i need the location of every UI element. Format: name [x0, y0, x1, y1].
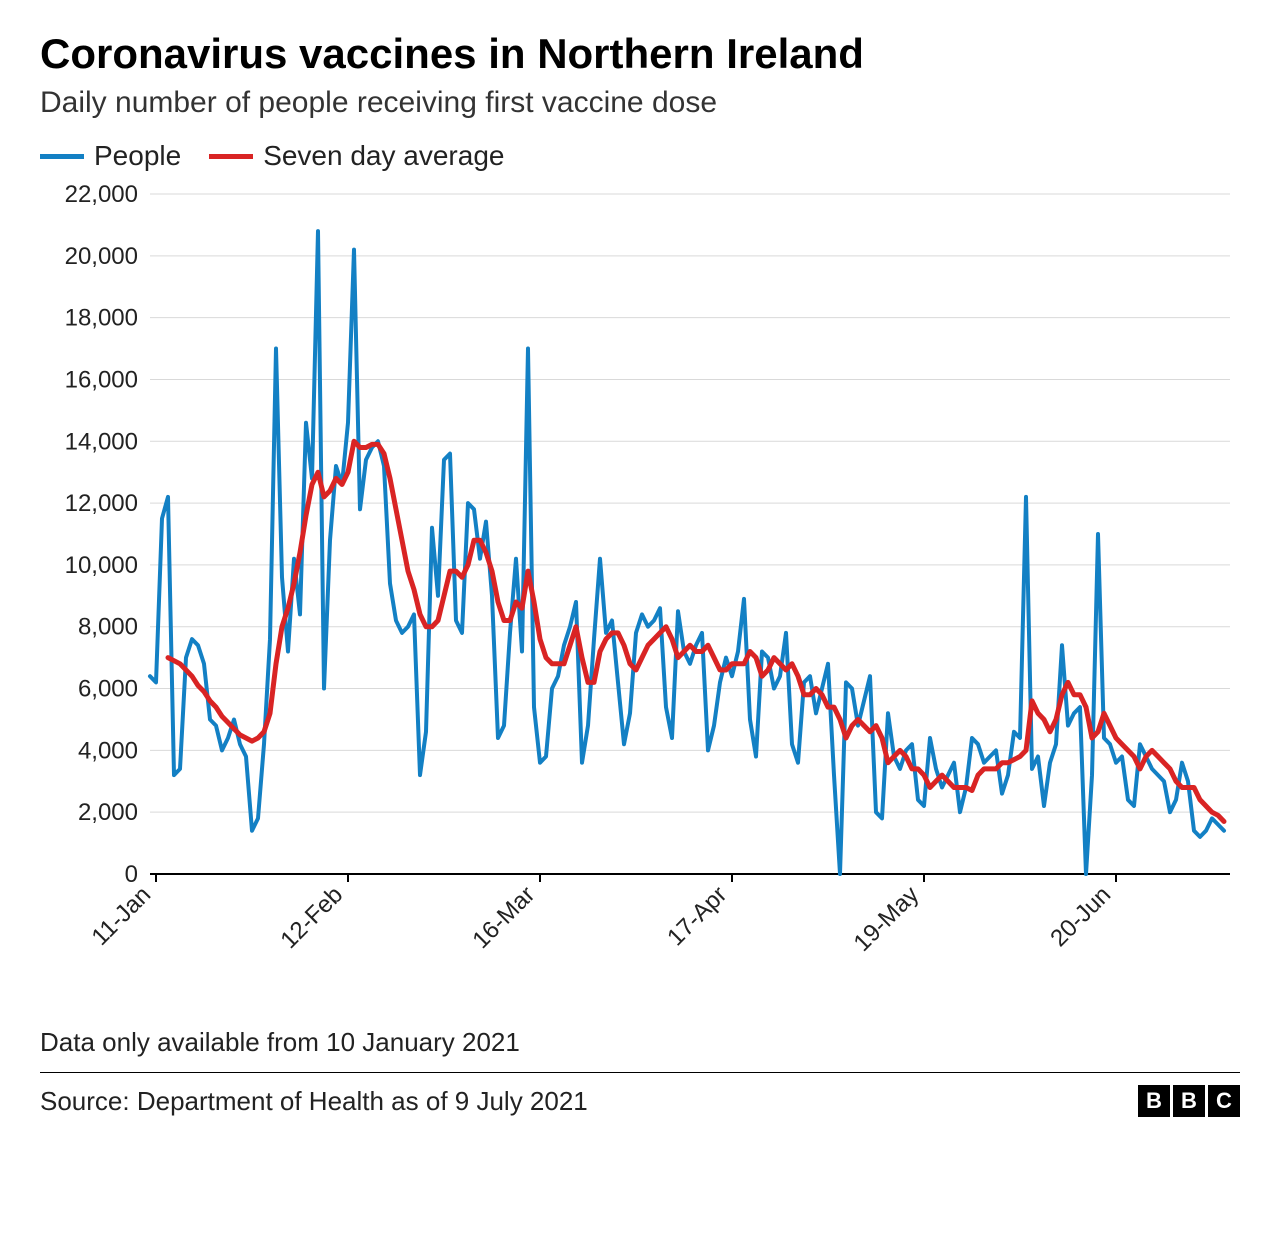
svg-text:12,000: 12,000 — [65, 490, 138, 517]
chart-title: Coronavirus vaccines in Northern Ireland — [40, 30, 1240, 78]
legend-swatch-people — [40, 154, 84, 159]
svg-text:18,000: 18,000 — [65, 305, 138, 332]
legend-label-people: People — [94, 140, 181, 172]
svg-text:10,000: 10,000 — [65, 552, 138, 579]
svg-text:2,000: 2,000 — [78, 799, 138, 826]
source-text: Source: Department of Health as of 9 Jul… — [40, 1086, 588, 1117]
bbc-logo-box: B — [1138, 1085, 1170, 1117]
svg-text:16,000: 16,000 — [65, 366, 138, 393]
line-chart-svg: 02,0004,0006,0008,00010,00012,00014,0001… — [40, 184, 1240, 1004]
svg-text:14,000: 14,000 — [65, 428, 138, 455]
svg-text:8,000: 8,000 — [78, 614, 138, 641]
svg-text:22,000: 22,000 — [65, 184, 138, 208]
svg-text:20,000: 20,000 — [65, 243, 138, 270]
legend: People Seven day average — [40, 140, 1240, 172]
legend-item-people: People — [40, 140, 181, 172]
source-row: Source: Department of Health as of 9 Jul… — [40, 1085, 1240, 1117]
bbc-logo: B B C — [1138, 1085, 1240, 1117]
legend-label-avg: Seven day average — [263, 140, 504, 172]
footnote: Data only available from 10 January 2021 — [40, 1027, 1240, 1073]
chart-subtitle: Daily number of people receiving first v… — [40, 86, 1240, 120]
svg-text:6,000: 6,000 — [78, 676, 138, 703]
legend-item-avg: Seven day average — [209, 140, 504, 172]
legend-swatch-avg — [209, 154, 253, 159]
chart-container: Coronavirus vaccines in Northern Ireland… — [0, 0, 1280, 1137]
chart-plot-area: 02,0004,0006,0008,00010,00012,00014,0001… — [40, 184, 1240, 1009]
svg-text:4,000: 4,000 — [78, 737, 138, 764]
bbc-logo-box: C — [1208, 1085, 1240, 1117]
bbc-logo-box: B — [1173, 1085, 1205, 1117]
